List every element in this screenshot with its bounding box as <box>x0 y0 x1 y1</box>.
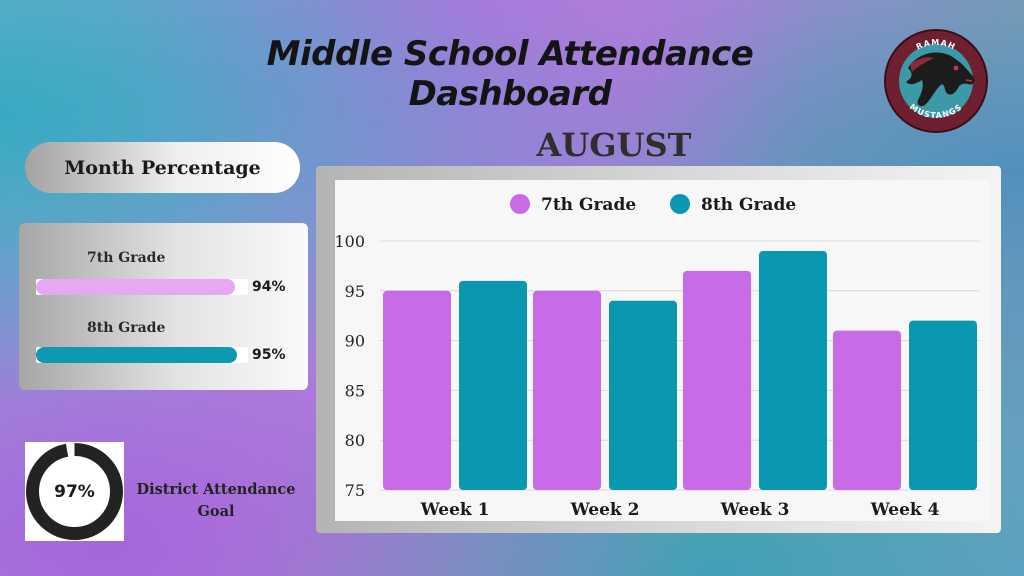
district-goal-label: District Attendance Goal <box>136 481 296 520</box>
x-tick-label: Week 2 <box>570 500 640 520</box>
legend-label: 8th Grade <box>701 195 796 215</box>
dashboard-title: Middle School Attendance Dashboard <box>266 34 754 114</box>
district-goal-value: 97% <box>54 482 95 502</box>
grade-percentage-card: 7th Grade 94% 8th Grade 95% <box>19 223 308 390</box>
logo-top-text: RAMAH <box>915 38 956 52</box>
month-percentage-heading: Month Percentage <box>25 142 300 193</box>
grade-8-progress-track <box>36 347 248 363</box>
legend-label: 7th Grade <box>541 195 636 215</box>
y-tick-label: 75 <box>345 481 365 500</box>
y-tick-label: 100 <box>335 232 365 251</box>
y-tick-label: 85 <box>345 381 365 400</box>
bar-8th-grade-week-1 <box>459 280 527 490</box>
bar-7th-grade-week-1 <box>383 290 451 490</box>
bar-8th-grade-week-4 <box>909 320 977 490</box>
district-goal-ring: 97% <box>25 442 124 541</box>
chart-title: AUGUST <box>536 126 692 164</box>
bar-7th-grade-week-3 <box>683 270 751 490</box>
grade-8-percent: 95% <box>252 347 286 363</box>
bar-7th-grade-week-4 <box>833 330 901 490</box>
svg-text:RAMAH: RAMAH <box>915 38 957 52</box>
ramah-mustangs-logo: RAMAH MUSTANGS <box>878 28 994 134</box>
legend-marker <box>510 194 530 214</box>
x-tick-label: Week 1 <box>420 500 490 520</box>
y-tick-label: 95 <box>345 282 365 301</box>
bar-8th-grade-week-2 <box>609 300 677 490</box>
attendance-bar-chart: 75 80 85 90 95 100 Week 1 Week 2 Week 3 Week 4 7th… <box>335 194 980 520</box>
y-tick-label: 90 <box>345 332 365 351</box>
mustang-horse-head-icon <box>906 52 975 107</box>
x-tick-label: Week 3 <box>720 500 790 520</box>
bar-8th-grade-week-3 <box>759 250 827 490</box>
legend-marker <box>670 194 690 214</box>
grade-7-progress-track <box>36 279 248 295</box>
bar-7th-grade-week-2 <box>533 290 601 490</box>
grade-8-progress-fill <box>36 347 238 363</box>
grade-7-progress-fill <box>36 279 236 295</box>
x-tick-label: Week 4 <box>870 500 940 520</box>
grade-7-percent: 94% <box>252 279 286 295</box>
grade-7-label: 7th Grade <box>87 250 166 266</box>
y-tick-label: 80 <box>345 431 365 450</box>
grade-8-label: 8th Grade <box>87 320 166 336</box>
